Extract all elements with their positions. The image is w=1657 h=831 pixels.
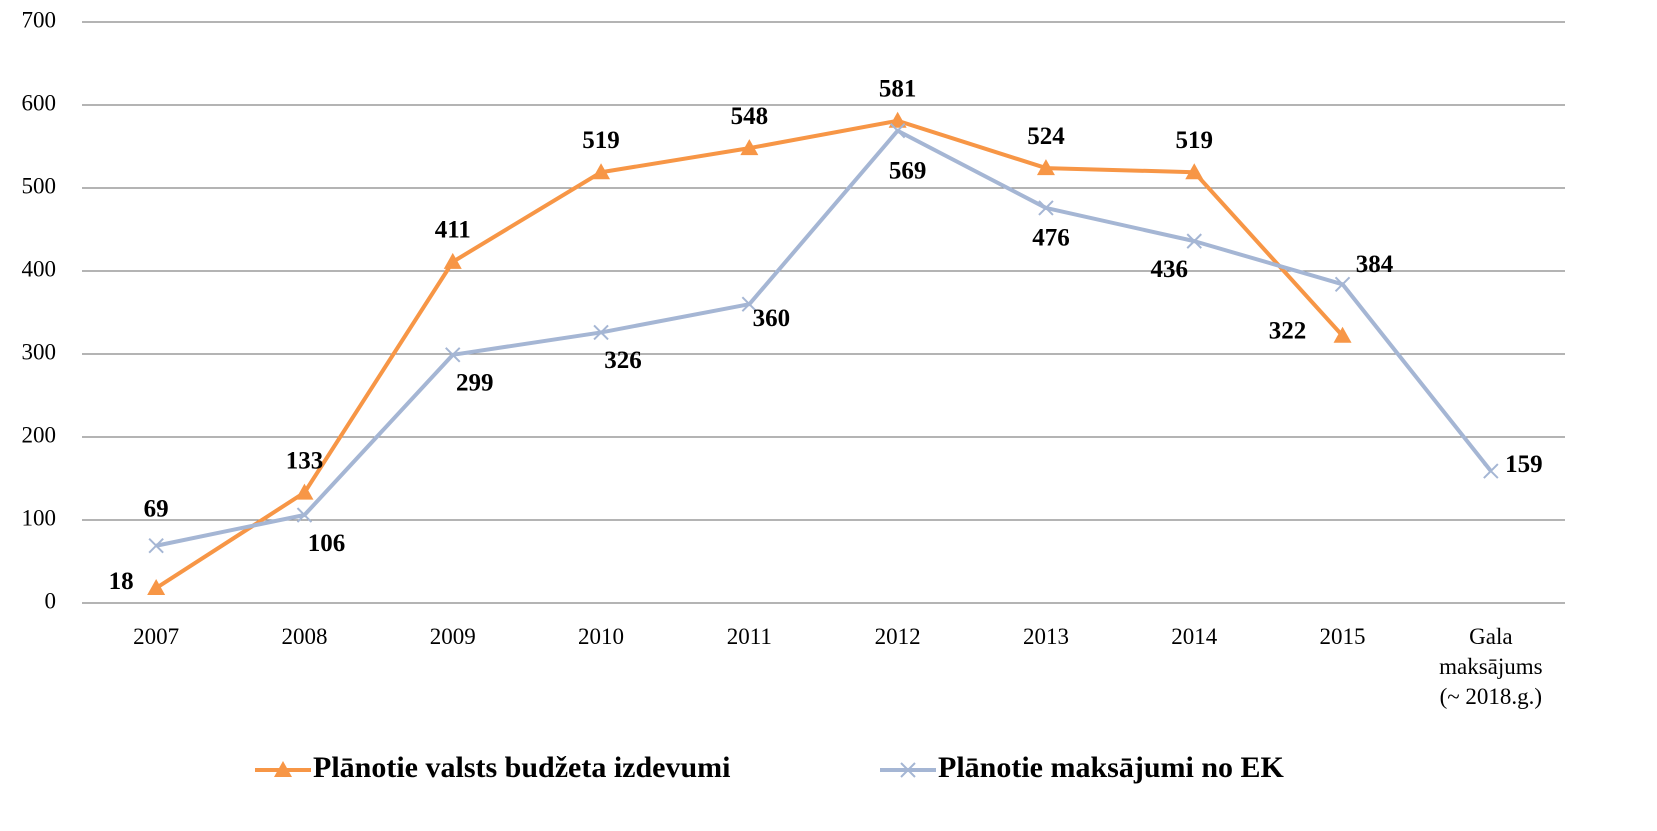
data-label: 524 bbox=[1027, 123, 1065, 150]
data-label: 159 bbox=[1505, 451, 1543, 478]
marker bbox=[147, 579, 166, 596]
x-tick-label: 2014 bbox=[1171, 624, 1218, 649]
data-label: 69 bbox=[144, 495, 169, 522]
x-tick-label: 2009 bbox=[429, 624, 476, 649]
data-label: 322 bbox=[1269, 317, 1307, 344]
y-tick-label: 200 bbox=[22, 422, 57, 447]
marker bbox=[1334, 276, 1351, 292]
data-label: 133 bbox=[286, 447, 324, 474]
data-label: 384 bbox=[1356, 251, 1394, 278]
marker bbox=[1483, 463, 1499, 479]
marker bbox=[1186, 233, 1202, 249]
data-label: 326 bbox=[604, 347, 642, 374]
y-tick-label: 400 bbox=[22, 256, 57, 281]
y-tick-label: 700 bbox=[22, 7, 57, 32]
marker bbox=[741, 296, 758, 312]
marker bbox=[296, 507, 313, 523]
marker bbox=[274, 761, 292, 777]
marker bbox=[1038, 200, 1054, 216]
y-tick-label: 0 bbox=[45, 588, 57, 613]
data-label: 299 bbox=[456, 370, 494, 397]
marker bbox=[295, 483, 314, 500]
y-tick-label: 100 bbox=[22, 505, 57, 530]
marker bbox=[593, 324, 609, 341]
x-tick-label: 2008 bbox=[281, 624, 328, 649]
x-tick-label: 2012 bbox=[874, 624, 921, 649]
legend-label: Plānotie maksājumi no EK bbox=[938, 751, 1285, 784]
y-tick-label: 600 bbox=[22, 90, 57, 115]
marker bbox=[1036, 159, 1055, 176]
data-label: 476 bbox=[1032, 225, 1070, 252]
data-label: 106 bbox=[308, 530, 346, 557]
data-label: 360 bbox=[753, 305, 791, 332]
x-tick-label: 2015 bbox=[1319, 624, 1366, 649]
legend-label: Plānotie valsts budžeta izdevumi bbox=[313, 751, 731, 784]
x-tick-label: 2007 bbox=[133, 624, 180, 649]
x-tick-label: 2011 bbox=[726, 624, 772, 649]
marker bbox=[148, 538, 164, 554]
x-tick-label: 2010 bbox=[578, 624, 625, 649]
marker bbox=[888, 111, 907, 128]
x-tick-label: 2013 bbox=[1022, 624, 1069, 649]
data-label: 18 bbox=[109, 568, 134, 595]
data-label: 519 bbox=[1176, 127, 1214, 154]
marker bbox=[443, 252, 462, 269]
marker bbox=[1333, 326, 1352, 343]
data-label: 581 bbox=[879, 76, 917, 103]
marker bbox=[592, 163, 611, 180]
x-tick-label: Gala maksājums (~ 2018.g.) bbox=[1439, 624, 1543, 709]
series-line bbox=[155, 128, 1493, 548]
marker bbox=[889, 123, 906, 139]
marker bbox=[740, 139, 759, 156]
data-label: 411 bbox=[435, 217, 471, 244]
data-label: 569 bbox=[889, 157, 927, 184]
data-label: 436 bbox=[1151, 256, 1189, 283]
marker bbox=[445, 347, 461, 363]
marker bbox=[900, 762, 916, 778]
data-label: 519 bbox=[582, 127, 620, 154]
y-tick-label: 500 bbox=[22, 173, 57, 198]
y-tick-label: 300 bbox=[22, 339, 57, 364]
marker bbox=[1185, 163, 1204, 180]
data-label: 548 bbox=[731, 103, 769, 130]
